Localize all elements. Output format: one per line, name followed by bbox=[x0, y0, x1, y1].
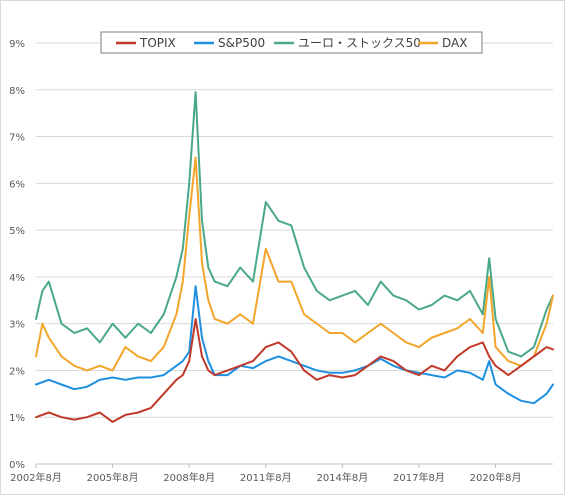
y-tick-label: 5% bbox=[9, 226, 25, 237]
x-tick-label: 2008年8月 bbox=[163, 471, 215, 484]
y-axis: 0% 1% 2% 3% 4% 5% 6% 7% 8% 9% bbox=[9, 39, 25, 471]
x-tick-label: 2002年8月 bbox=[10, 471, 62, 484]
y-tick-label: 0% bbox=[9, 460, 25, 471]
legend-label-sp500: S&P500 bbox=[218, 36, 265, 50]
x-tick-label: 2005年8月 bbox=[87, 471, 139, 484]
y-tick-label: 6% bbox=[9, 179, 25, 190]
legend-label-topix: TOPIX bbox=[139, 36, 176, 50]
x-tick-label: 2020年8月 bbox=[470, 471, 522, 484]
x-tick-label: 2011年8月 bbox=[240, 471, 292, 484]
y-tick-label: 2% bbox=[9, 366, 25, 377]
legend-label-eurostoxx50: ユーロ・ストックス50 bbox=[298, 36, 421, 50]
series-line-dax bbox=[35, 156, 554, 372]
series-line-sp500 bbox=[35, 285, 554, 405]
series-lines bbox=[35, 91, 554, 423]
x-axis: 2002年8月 2005年8月 2008年8月 2011年8月 2014年8月 2017年… bbox=[10, 464, 521, 484]
series-line-topix bbox=[35, 318, 554, 423]
y-tick-label: 1% bbox=[9, 413, 25, 424]
y-tick-label: 8% bbox=[9, 86, 25, 97]
y-tick-label: 4% bbox=[9, 273, 25, 284]
series-line-eurostoxx50 bbox=[35, 91, 554, 358]
legend-label-dax: DAX bbox=[442, 36, 467, 50]
x-tick-label: 2014年8月 bbox=[316, 471, 368, 484]
y-tick-label: 9% bbox=[9, 39, 25, 50]
x-tick-label: 2017年8月 bbox=[393, 471, 445, 484]
y-tick-label: 3% bbox=[9, 320, 25, 331]
legend: TOPIX S&P500 ユーロ・ストックス50 DAX bbox=[100, 31, 483, 54]
y-tick-label: 7% bbox=[9, 133, 25, 144]
gridlines bbox=[36, 42, 553, 465]
